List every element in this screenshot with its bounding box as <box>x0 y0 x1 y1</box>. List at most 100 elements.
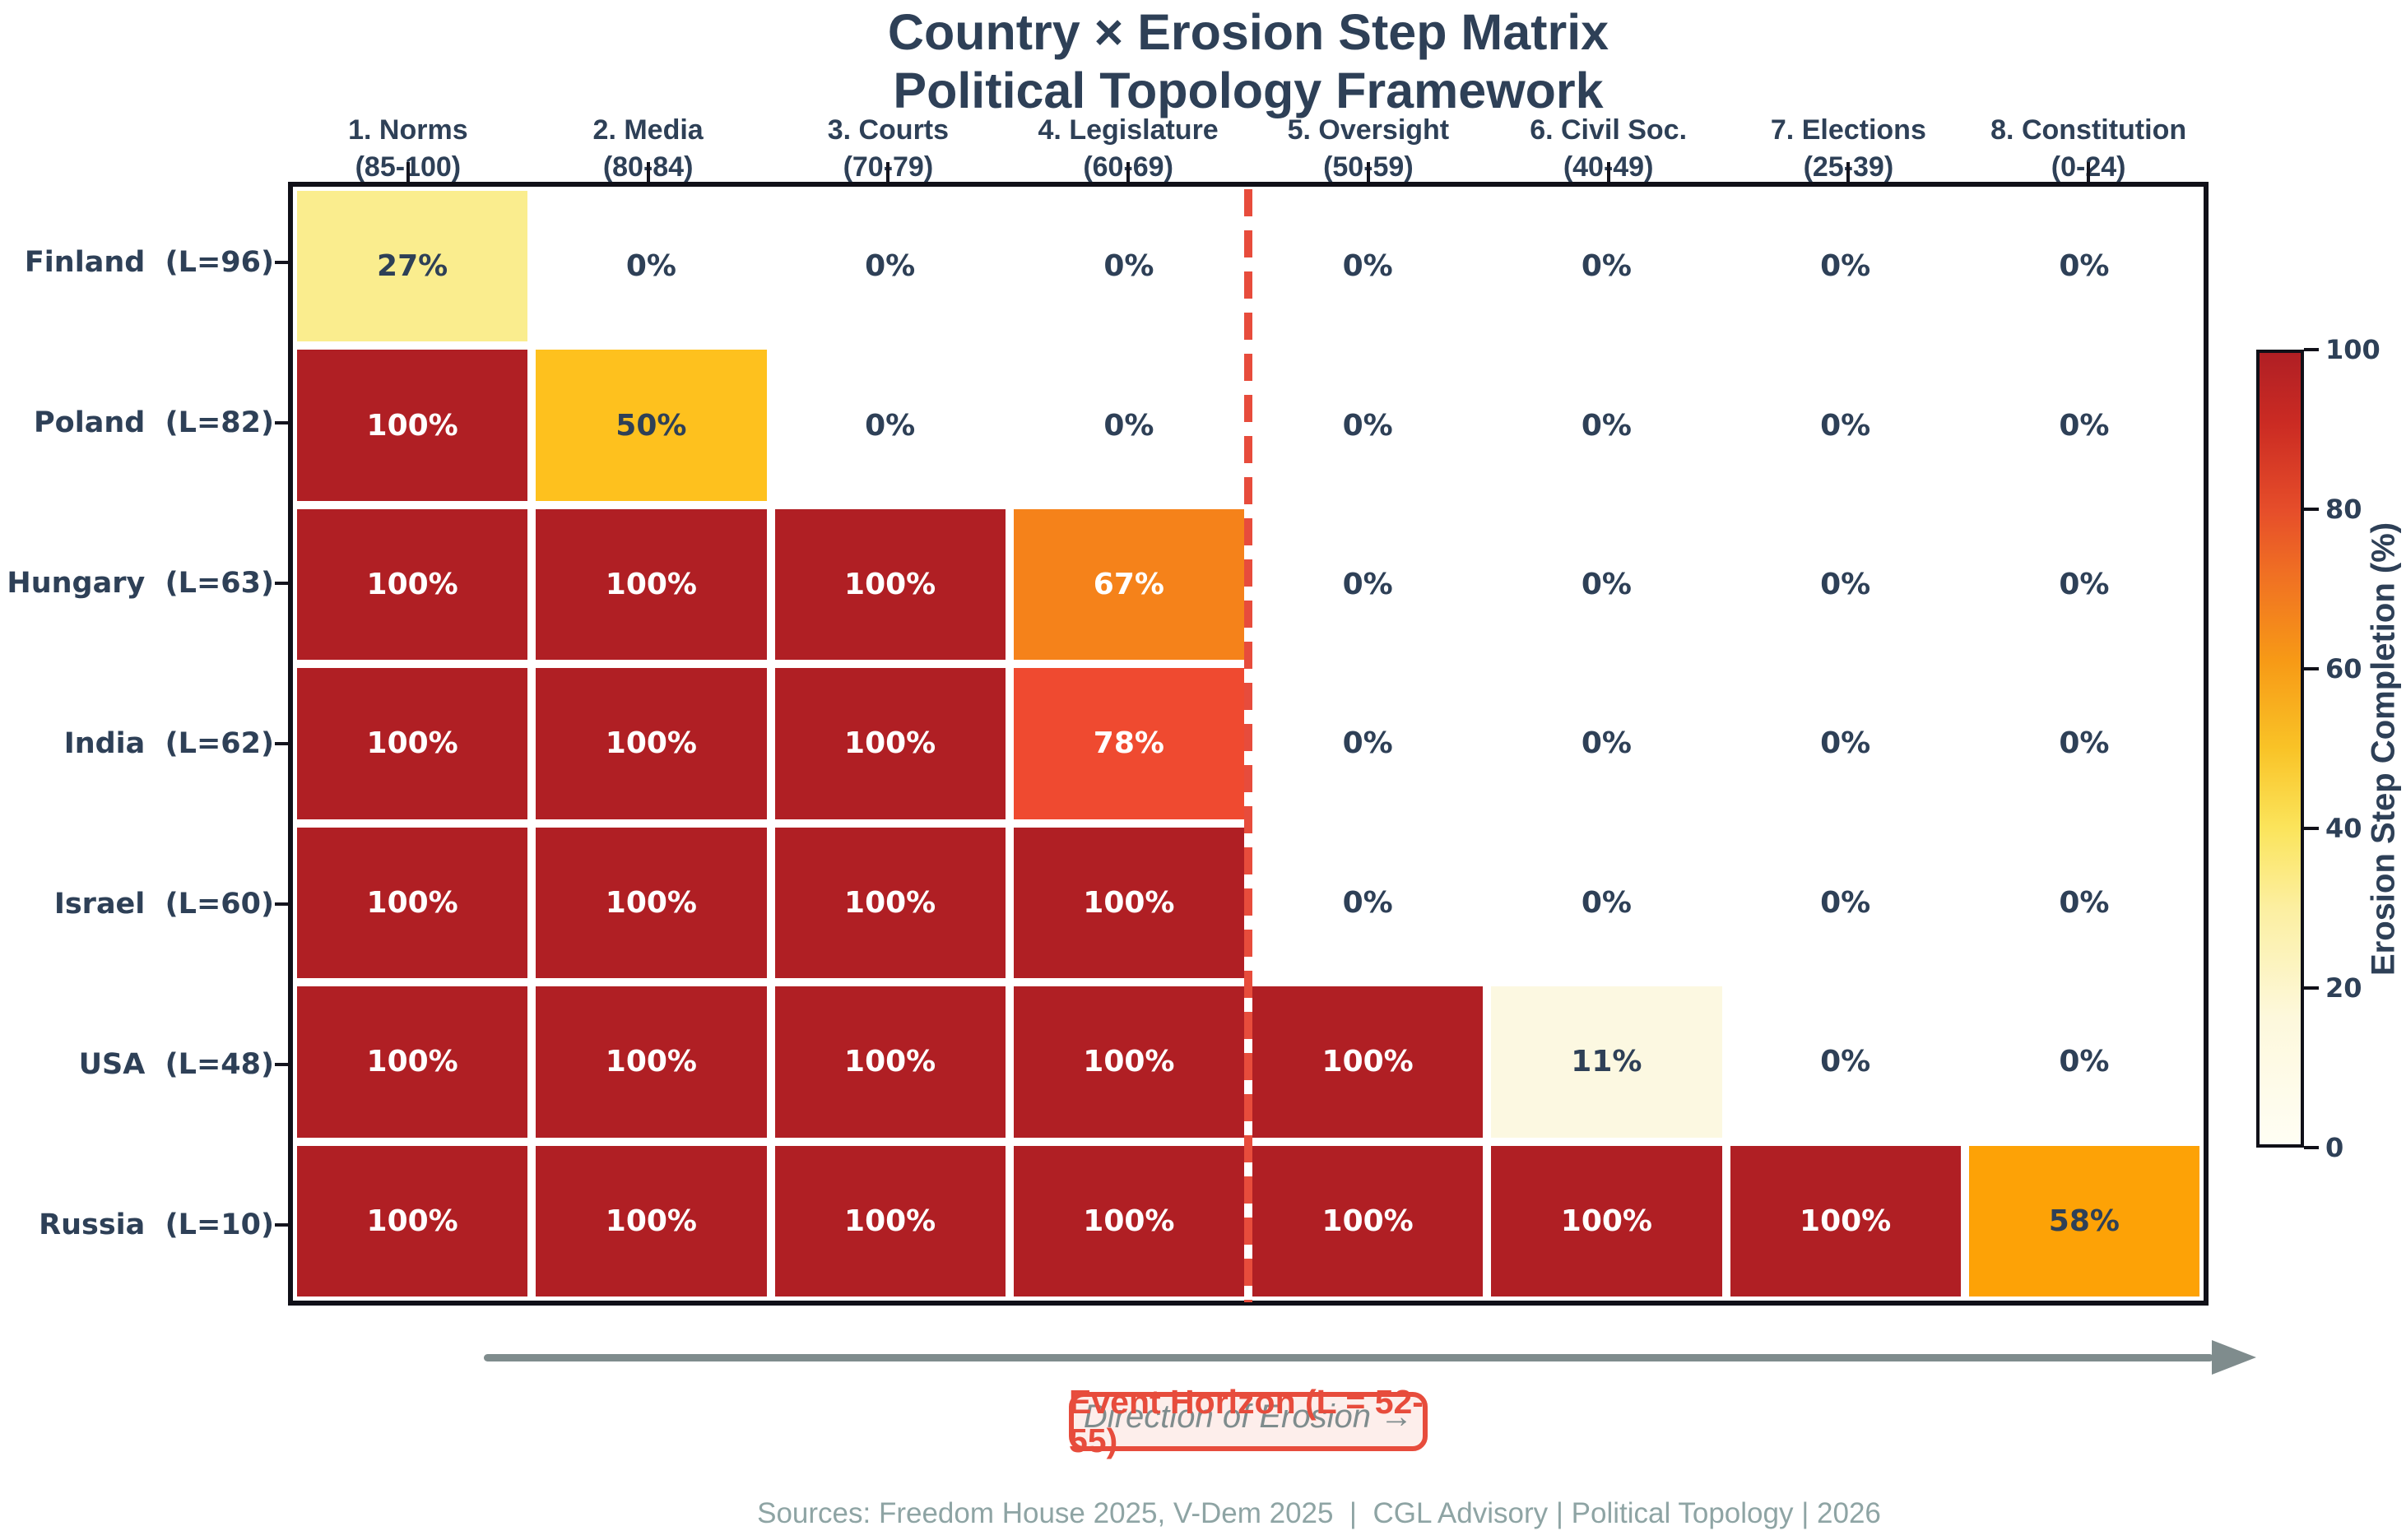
row-label: Hungary (L=63) <box>7 566 274 600</box>
heatmap-cell: 100% <box>1248 1141 1488 1301</box>
x-axis-tick <box>406 162 410 182</box>
heatmap-cell: 0% <box>1248 823 1488 983</box>
heatmap-cell: 0% <box>1726 982 1965 1142</box>
heatmap-cell: 0% <box>770 187 1010 346</box>
colorbar-tick-label: 80 <box>2325 494 2362 525</box>
column-header-label: 7. Elections <box>1770 114 1926 146</box>
page-title: Country × Erosion Step Matrix Political … <box>288 3 2209 121</box>
heatmap-cell: 0% <box>1248 346 1488 505</box>
column-header-label: 4. Legislature <box>1038 114 1219 146</box>
footer-credits: Sources: Freedom House 2025, V-Dem 2025 … <box>757 1497 1881 1529</box>
x-axis-tick <box>886 162 890 182</box>
y-axis-tick <box>275 260 290 264</box>
column-header-label: 8. Constitution <box>1990 114 2187 146</box>
heatmap-cell: 0% <box>1487 664 1726 823</box>
colorbar-tick <box>2304 986 2319 990</box>
heatmap-cell: 0% <box>1964 504 2204 665</box>
row-label: Israel (L=60) <box>53 888 274 921</box>
row-label: USA (L=48) <box>78 1048 274 1082</box>
heatmap-cell: 0% <box>1248 504 1488 665</box>
heatmap-cell: 100% <box>770 1141 1010 1301</box>
column-header-label: 2. Media <box>592 114 704 146</box>
colorbar-tick <box>2304 348 2319 351</box>
heatmap-cell: 0% <box>1009 187 1248 346</box>
colorbar-label: Erosion Step Completion (%) <box>2365 522 2402 976</box>
heatmap-cell: 0% <box>532 187 771 346</box>
heatmap-cell: 100% <box>532 664 771 823</box>
x-axis-tick <box>2087 162 2091 182</box>
column-header: 1. Norms(85-100) <box>288 112 528 186</box>
column-header-label: 3. Courts <box>827 114 950 146</box>
y-axis-tick <box>275 581 290 585</box>
heatmap-cell: 0% <box>1964 664 2204 823</box>
column-header-label: 6. Civil Soc. <box>1530 114 1688 146</box>
heatmap-cell: 100% <box>1009 823 1248 983</box>
y-axis-tick <box>275 1063 290 1067</box>
x-axis-tick <box>1126 162 1131 182</box>
column-header-label: 5. Oversight <box>1287 114 1450 146</box>
heatmap-cell: 0% <box>1487 187 1726 346</box>
y-axis-tick <box>275 1223 290 1227</box>
heatmap-cell: 50% <box>532 346 771 505</box>
heatmap-cell: 27% <box>293 187 532 346</box>
heatmap-cell: 100% <box>770 823 1010 983</box>
row-label: Finland (L=96) <box>24 245 274 279</box>
heatmap-cell: 100% <box>532 504 771 665</box>
heatmap-cell: 100% <box>532 823 771 983</box>
heatmap-cell: 100% <box>293 1141 532 1301</box>
heatmap-cell: 100% <box>770 504 1010 665</box>
heatmap-cell: 100% <box>293 504 532 665</box>
heatmap-cell: 0% <box>1726 346 1965 505</box>
y-axis-tick <box>275 742 290 745</box>
heatmap-cell: 100% <box>1487 1141 1726 1301</box>
column-header: 7. Elections(25-39) <box>1729 112 1969 186</box>
heatmap-cell: 0% <box>1248 187 1488 346</box>
event-horizon-label: Event Horizon (L = 52-55) <box>1069 1383 1424 1459</box>
y-axis-tick <box>275 420 290 424</box>
colorbar-tick <box>2304 508 2319 511</box>
heatmap-cell: 0% <box>1487 346 1726 505</box>
heatmap-cell: 0% <box>1248 664 1488 823</box>
x-axis-tick <box>1366 162 1370 182</box>
heatmap-cell: 100% <box>293 346 532 505</box>
column-header-label: 1. Norms <box>348 114 468 146</box>
heatmap-cell: 0% <box>1964 346 2204 505</box>
heatmap-cell: 0% <box>1964 982 2204 1142</box>
heatmap-cell: 0% <box>1964 823 2204 983</box>
heatmap-cell: 0% <box>1726 823 1965 983</box>
colorbar <box>2256 350 2304 1148</box>
column-header: 5. Oversight(50-59) <box>1248 112 1489 186</box>
heatmap-cell: 100% <box>293 982 532 1142</box>
chart-subtitle: Political Topology Framework <box>893 63 1604 119</box>
colorbar-tick-label: 100 <box>2325 334 2380 365</box>
row-label: India (L=62) <box>63 727 274 760</box>
heatmap-cell: 100% <box>1248 982 1488 1142</box>
heatmap-cell: 11% <box>1487 982 1726 1142</box>
heatmap-cell: 58% <box>1964 1141 2204 1301</box>
heatmap-cell: 100% <box>532 1141 771 1301</box>
heatmap-cell: 0% <box>1726 664 1965 823</box>
direction-arrow-head-icon <box>2212 1340 2256 1375</box>
colorbar-tick-label: 0 <box>2325 1132 2344 1163</box>
colorbar-tick <box>2304 1146 2319 1149</box>
colorbar-tick <box>2304 667 2319 670</box>
event-horizon-box <box>1069 1392 1428 1451</box>
heatmap-cell: 100% <box>1009 1141 1248 1301</box>
x-axis-tick <box>1606 162 1610 182</box>
direction-of-erosion-label: Direction of Erosion → <box>1083 1399 1414 1435</box>
heatmap-cell: 100% <box>770 982 1010 1142</box>
heatmap-cell: 0% <box>1726 504 1965 665</box>
row-label: Russia (L=10) <box>39 1208 274 1242</box>
column-header: 3. Courts(70-79) <box>769 112 1009 186</box>
chart-title: Country × Erosion Step Matrix <box>887 4 1609 60</box>
x-axis-tick <box>646 162 650 182</box>
heatmap-cell: 0% <box>1726 187 1965 346</box>
colorbar-tick <box>2304 827 2319 830</box>
heatmap-cell: 0% <box>1487 823 1726 983</box>
event-horizon-dashed-line <box>1244 189 1252 1302</box>
row-label: Poland (L=82) <box>34 406 274 439</box>
heatmap-cell: 100% <box>1726 1141 1965 1301</box>
column-header: 4. Legislature(60-69) <box>1008 112 1248 186</box>
heatmap-cell: 0% <box>1009 346 1248 505</box>
